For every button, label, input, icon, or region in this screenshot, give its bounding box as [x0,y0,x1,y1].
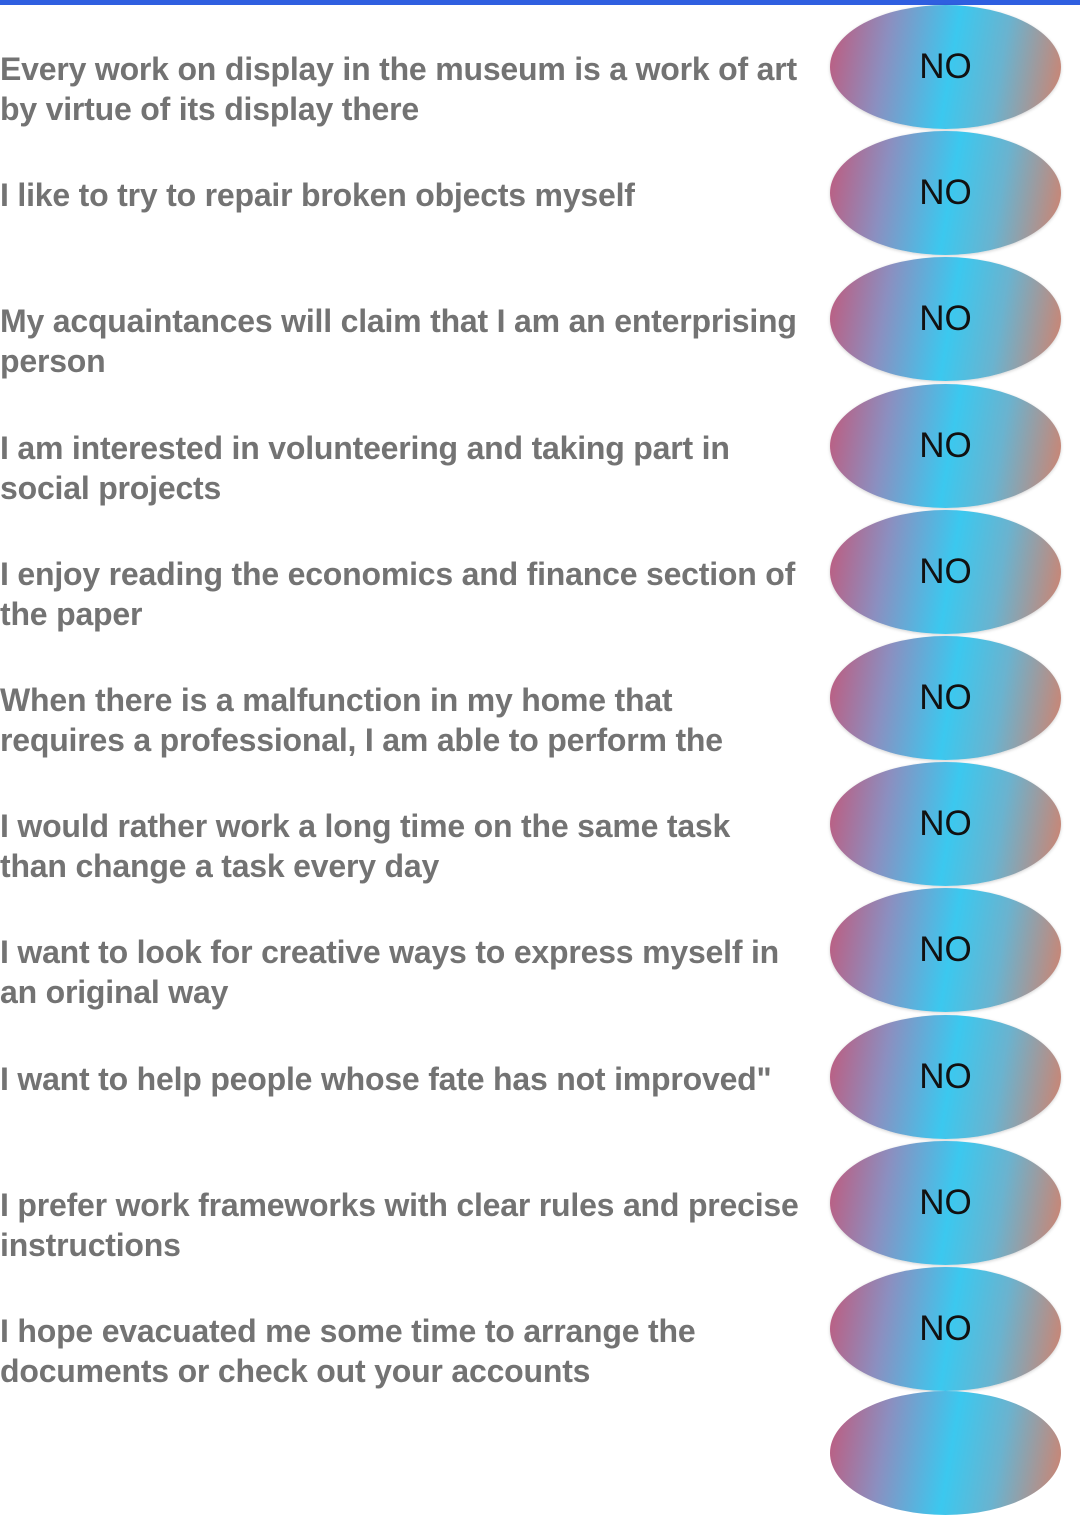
answer-toggle-button[interactable]: NO [830,762,1061,887]
answer-toggle-button[interactable]: NO [830,1266,1061,1391]
question-text: When there is a malfunction in my home t… [0,681,723,758]
answer-toggle-button[interactable]: NO [830,257,1061,382]
answer-label: NO [919,1056,972,1096]
top-accent-bar [0,0,1080,5]
answer-label: NO [919,47,972,86]
question-row-6: When there is a malfunction in my home t… [0,635,1080,762]
answer-label: NO [919,804,972,844]
answer-toggle-button[interactable]: NO [830,383,1061,508]
question-text: I like to try to repair broken objects m… [0,177,635,214]
question-text: I want to look for creative ways to expr… [0,934,780,1011]
question-text: I would rather work a long time on the s… [0,808,731,885]
answer-label: NO [919,677,972,717]
question-row-3: My acquaintances will claim that I am an… [0,257,1080,383]
answer-toggle-button[interactable]: NO [830,888,1061,1013]
question-text: I prefer work frameworks with clear rule… [0,1186,799,1263]
answer-label: NO [919,425,972,465]
answer-label: NO [919,299,972,339]
answer-label: NO [919,551,972,591]
answer-label: NO [919,1182,972,1222]
question-text: Every work on display in the museum is a… [0,51,797,127]
answer-toggle-button[interactable]: NO [830,1140,1061,1265]
answer-label: NO [919,930,972,970]
question-row-11: I hope evacuated me some time to arrange… [0,1266,1080,1393]
answer-toggle-button[interactable]: NO [830,509,1061,634]
question-row-4: I am interested in volunteering and taki… [0,383,1080,510]
answer-toggle-button[interactable]: NO [830,131,1061,256]
question-row-8: I want to look for creative ways to expr… [0,888,1080,1014]
answer-toggle-button[interactable]: NO [830,1014,1061,1139]
question-row-7: I would rather work a long time on the s… [0,762,1080,888]
answer-label: NO [919,173,972,213]
question-row-9: I want to help people whose fate has not… [0,1014,1080,1141]
answer-label: NO [919,1308,972,1348]
answer-toggle-button-partial[interactable] [830,1391,1061,1515]
question-row-2: I like to try to repair broken objects m… [0,131,1080,257]
question-text: I am interested in volunteering and taki… [0,429,730,506]
answer-toggle-button[interactable]: NO [830,5,1061,129]
question-row-10: I prefer work frameworks with clear rule… [0,1140,1080,1267]
question-list: Every work on display in the museum is a… [0,5,1080,1393]
question-text: I hope evacuated me some time to arrange… [0,1312,696,1389]
question-text: My acquaintances will claim that I am an… [0,303,797,380]
question-row-5: I enjoy reading the economics and financ… [0,509,1080,636]
question-row-1: Every work on display in the museum is a… [0,5,1080,131]
answer-toggle-button[interactable]: NO [830,635,1061,760]
question-text: I want to help people whose fate has not… [0,1060,772,1097]
question-text: I enjoy reading the economics and financ… [0,555,796,632]
